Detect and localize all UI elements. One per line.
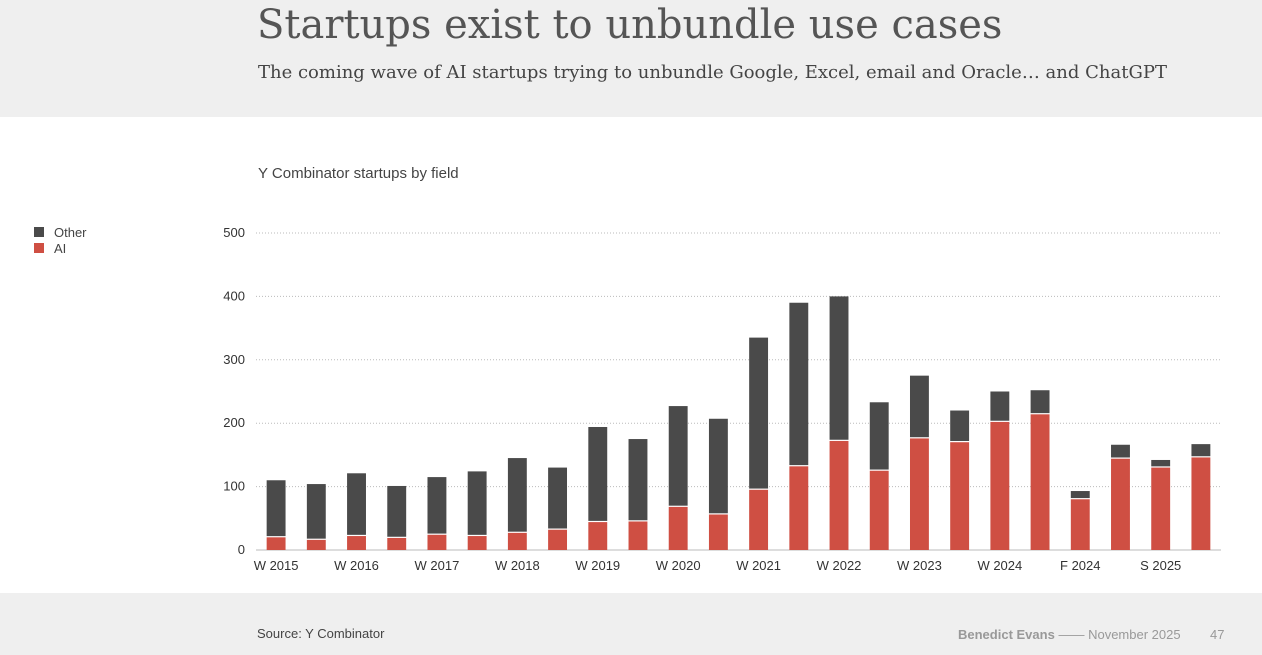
- footer-band: Source: Y Combinator Benedict Evans —— N…: [0, 593, 1262, 655]
- bar-ai: [306, 539, 326, 550]
- bar-ai: [1070, 499, 1090, 550]
- x-tick-label: F 2024: [1060, 558, 1100, 573]
- y-tick-label: 0: [238, 542, 245, 557]
- credit-line: Benedict Evans —— November 2025: [958, 627, 1181, 642]
- bar-other: [1030, 390, 1050, 414]
- bar-other: [950, 410, 970, 442]
- bar-ai: [347, 536, 366, 550]
- page-number: 47: [1210, 627, 1225, 642]
- legend-swatch-other: [34, 227, 44, 237]
- bar-ai: [829, 440, 849, 550]
- x-tick-label: W 2018: [495, 558, 540, 573]
- header-band: Startups exist to unbundle use cases The…: [0, 0, 1262, 117]
- x-tick-label: W 2015: [254, 558, 299, 573]
- bar-ai: [548, 529, 568, 550]
- credit-date: November 2025: [1088, 627, 1181, 642]
- bar-other: [1191, 444, 1211, 457]
- bar-ai: [869, 470, 889, 550]
- page-title: Startups exist to unbundle use cases: [257, 2, 1003, 48]
- x-tick-label: W 2022: [817, 558, 862, 573]
- y-tick-label: 100: [223, 479, 245, 494]
- bar-ai: [266, 537, 286, 550]
- bar-other: [1111, 444, 1130, 458]
- bar-other: [869, 402, 889, 470]
- bar-ai: [427, 534, 447, 550]
- y-tick-label: 400: [223, 288, 245, 303]
- author-name: Benedict Evans: [958, 627, 1055, 642]
- x-tick-label: W 2024: [977, 558, 1022, 573]
- bar-ai: [1151, 467, 1171, 550]
- bar-ai: [1030, 414, 1050, 550]
- y-tick-label: 200: [223, 415, 245, 430]
- bar-ai: [1111, 458, 1130, 550]
- legend-label-ai: AI: [54, 240, 67, 256]
- bar-ai: [789, 466, 809, 550]
- bar-other: [668, 406, 688, 506]
- bar-other: [306, 484, 326, 539]
- bar-other: [1151, 459, 1171, 467]
- bar-ai: [990, 421, 1010, 550]
- bar-other: [708, 418, 728, 514]
- x-tick-label: W 2016: [334, 558, 379, 573]
- chart-legend: Other AI: [34, 224, 87, 256]
- y-tick-label: 500: [223, 225, 245, 240]
- bar-other: [266, 480, 286, 537]
- x-tick-label: W 2019: [575, 558, 620, 573]
- bar-ai: [749, 489, 769, 550]
- legend-label-other: Other: [54, 224, 87, 240]
- bar-ai: [628, 521, 648, 550]
- page-subtitle: The coming wave of AI startups trying to…: [258, 62, 1167, 83]
- x-tick-label: W 2021: [736, 558, 781, 573]
- bar-ai: [1191, 457, 1211, 550]
- bar-other: [990, 391, 1010, 421]
- bar-other: [829, 296, 849, 440]
- bar-ai: [668, 506, 688, 550]
- bar-ai: [588, 522, 608, 550]
- bar-other: [749, 337, 769, 489]
- bar-ai: [387, 537, 407, 550]
- bar-ai: [708, 514, 728, 550]
- bar-ai: [909, 438, 929, 550]
- legend-item-ai: AI: [34, 240, 87, 256]
- bar-other: [628, 439, 648, 521]
- legend-item-other: Other: [34, 224, 87, 240]
- bar-other: [548, 467, 568, 529]
- legend-swatch-ai: [34, 243, 44, 253]
- bar-other: [507, 458, 527, 532]
- y-tick-label: 300: [223, 352, 245, 367]
- chart-title: Y Combinator startups by field: [258, 165, 459, 182]
- x-tick-label: S 2025: [1140, 558, 1181, 573]
- credit-separator: ——: [1058, 627, 1085, 642]
- bar-other: [909, 375, 929, 438]
- bar-other: [347, 473, 366, 535]
- source-note: Source: Y Combinator: [257, 626, 385, 641]
- bar-other: [427, 477, 447, 534]
- bar-ai: [507, 532, 527, 550]
- bar-ai: [467, 536, 487, 550]
- bar-other: [1070, 491, 1090, 499]
- bar-other: [789, 302, 809, 466]
- bar-other: [387, 485, 407, 537]
- x-tick-label: W 2020: [656, 558, 701, 573]
- bar-ai: [950, 442, 970, 550]
- x-tick-label: W 2017: [415, 558, 460, 573]
- bar-other: [588, 427, 608, 521]
- bar-other: [467, 471, 487, 535]
- x-tick-label: W 2023: [897, 558, 942, 573]
